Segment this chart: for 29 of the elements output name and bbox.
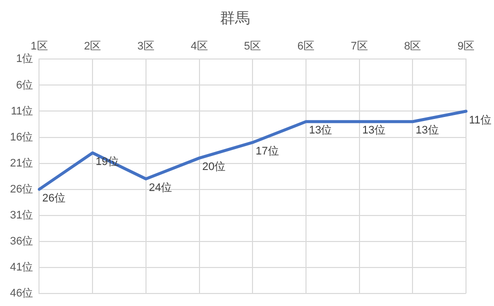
- x-tick-label: 9区: [457, 40, 475, 53]
- y-tick-label: 16位: [10, 131, 34, 144]
- x-tick-label: 3区: [137, 40, 154, 53]
- x-tick-label: 8区: [404, 40, 422, 53]
- data-label: 19位: [96, 156, 119, 168]
- y-tick-label: 46位: [10, 287, 34, 300]
- x-tick-label: 7区: [350, 40, 368, 53]
- data-label: 20位: [202, 161, 226, 174]
- data-label: 26位: [42, 192, 66, 204]
- data-label: 13位: [362, 124, 386, 137]
- x-tick-label: 5区: [244, 40, 262, 53]
- y-tick-label: 21位: [10, 157, 34, 170]
- y-tick-label: 26位: [10, 183, 34, 196]
- data-label: 17位: [256, 146, 279, 158]
- data-label: 13位: [416, 124, 439, 137]
- y-tick-label: 1位: [16, 53, 34, 66]
- y-tick-label: 11位: [10, 105, 34, 118]
- data-label: 13位: [308, 124, 332, 137]
- x-tick-label: 2区: [84, 40, 102, 53]
- x-tick-label: 4区: [190, 40, 208, 53]
- y-tick-label: 36位: [10, 235, 34, 248]
- y-tick-label: 41位: [10, 261, 34, 274]
- x-tick-label: 1区: [30, 40, 48, 53]
- y-tick-label: 31位: [10, 209, 34, 222]
- x-tick-label: 6区: [297, 40, 315, 53]
- chart-title: 群馬: [220, 10, 250, 28]
- y-tick-label: 6位: [16, 79, 34, 92]
- data-label: 24位: [148, 182, 172, 194]
- data-label: 11位: [469, 114, 492, 126]
